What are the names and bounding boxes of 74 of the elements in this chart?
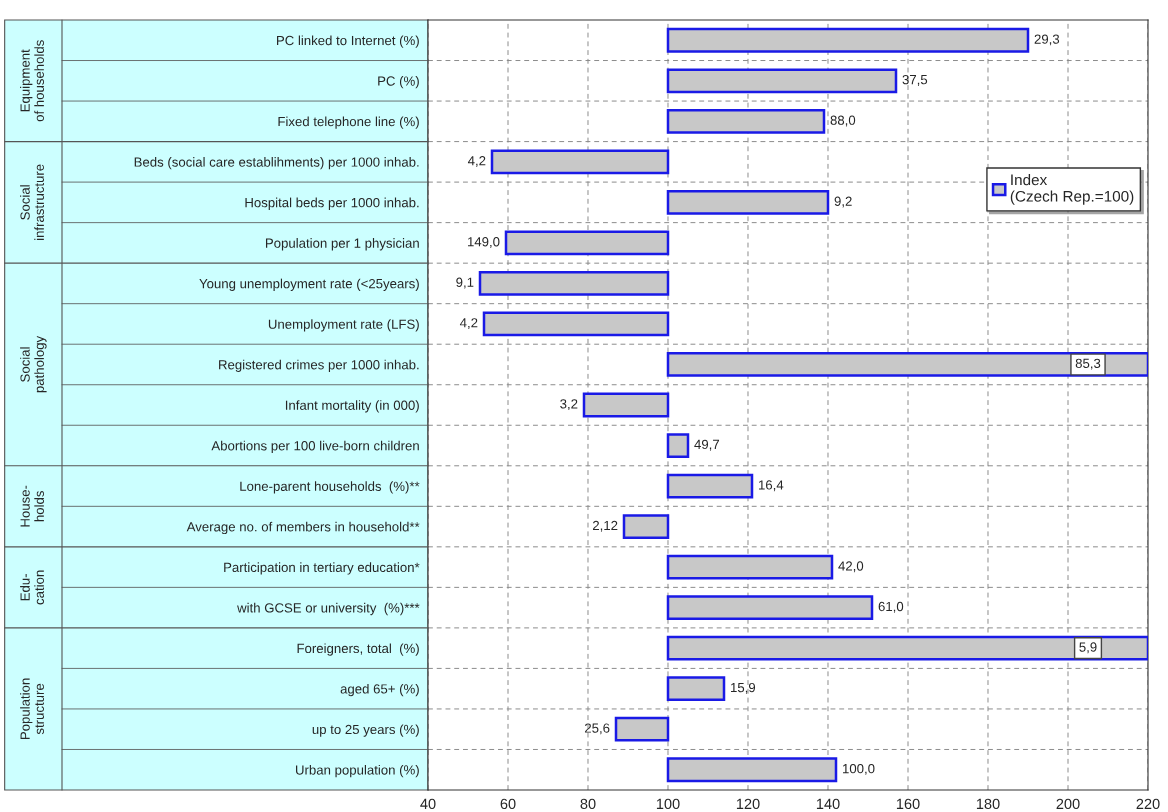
- annotation: 15,9: [731, 682, 756, 694]
- y-tick-label: Abortions per 100 live-born children: [211, 440, 419, 454]
- annotation: 42,0: [838, 561, 864, 573]
- bar: [622, 514, 670, 539]
- annotation: 88,0: [830, 115, 856, 127]
- legend-label: Index (Czech Rep.=100): [1010, 174, 1134, 205]
- y-tick-label: Population per 1 physician: [265, 238, 419, 251]
- bar: [666, 473, 754, 499]
- x-tick-label: 180: [976, 798, 1000, 810]
- y-tick-label: Foreigners, total (%): [297, 643, 419, 656]
- annotation: 5,9: [1079, 642, 1097, 654]
- bar: [666, 595, 874, 621]
- y-tick-label: Hospital beds per 1000 inhab.: [245, 197, 419, 210]
- bar: [582, 392, 670, 418]
- text: Social infrastructure: [20, 164, 44, 240]
- y-tick-label: Participation in tertiary education*: [224, 562, 420, 575]
- bar: [666, 676, 726, 702]
- y-tick-label: Lone-parent households (%)**: [240, 481, 420, 494]
- bar: [478, 271, 670, 296]
- bar: [666, 108, 826, 134]
- bar: [666, 635, 1148, 661]
- y-tick-label: Young unemployment rate (<25years): [199, 278, 419, 291]
- x-tick-label: 120: [736, 798, 760, 810]
- annotation: 49,7: [694, 439, 720, 451]
- bar: [666, 554, 834, 580]
- x-tick-label: 80: [580, 798, 596, 810]
- y-tick-label: Average no. of members in household**: [186, 521, 420, 535]
- y-tick-label: Infant mortality (in 000): [285, 400, 419, 413]
- bar: [666, 27, 1030, 53]
- y-tick-label: Beds (social care establihments) per 1000 inhab.: [134, 157, 419, 170]
- x-tick-label: 200: [1056, 798, 1080, 810]
- bar: [490, 149, 670, 175]
- y-tick-label: with GCSE or university (%)***: [237, 602, 420, 616]
- x-tick-label: 220: [1136, 798, 1160, 810]
- annotation: 3,2: [560, 399, 578, 411]
- text: Population structure: [20, 678, 44, 740]
- annotation: 149,0: [467, 237, 500, 248]
- y-tick-label: up to 25 years (%): [312, 724, 419, 737]
- text: House- holds: [20, 485, 44, 527]
- y-tick-label: Urban population (%): [296, 764, 419, 778]
- bar: [666, 352, 1148, 377]
- y-tick-label: PC (%): [378, 76, 419, 89]
- bar: [666, 433, 690, 458]
- annotation: 37,5: [902, 74, 928, 86]
- x-tick-label: 40: [420, 798, 436, 810]
- x-tick-label: 140: [816, 798, 840, 810]
- annotation: 2,12: [592, 520, 618, 532]
- text: Equipment of households: [20, 40, 44, 122]
- x-tick-label: 160: [896, 798, 920, 810]
- annotation: 9,2: [834, 196, 852, 208]
- bar: [482, 311, 670, 337]
- y-tick-label: Unemployment rate (LFS): [268, 319, 419, 332]
- annotation: 29,3: [1034, 34, 1060, 46]
- annotation: 4,2: [467, 156, 486, 167]
- y-tick-label: Fixed telephone line (%): [278, 116, 419, 129]
- bar: [666, 68, 898, 94]
- bar: [504, 230, 670, 256]
- annotation: 16,4: [759, 480, 784, 492]
- annotation: 4,2: [459, 318, 478, 330]
- annotation: 85,3: [1075, 358, 1101, 370]
- y-tick-label: PC linked to Internet (%): [277, 35, 419, 48]
- annotation: 9,1: [456, 277, 474, 289]
- text: Social pathology: [20, 335, 47, 393]
- x-tick-label: 60: [500, 798, 516, 810]
- y-tick-label: aged 65+ (%): [340, 683, 419, 697]
- y-tick-label: Registered crimes per 1000 inhab.: [219, 359, 419, 372]
- text: Edu- cation: [20, 570, 44, 605]
- bar: [614, 716, 670, 742]
- annotation: 100,0: [843, 763, 875, 775]
- bar: [666, 189, 830, 215]
- annotation: 25,6: [584, 723, 610, 735]
- annotation: 61,0: [878, 601, 904, 613]
- bar: [666, 757, 838, 783]
- x-tick-label: 100: [656, 798, 680, 810]
